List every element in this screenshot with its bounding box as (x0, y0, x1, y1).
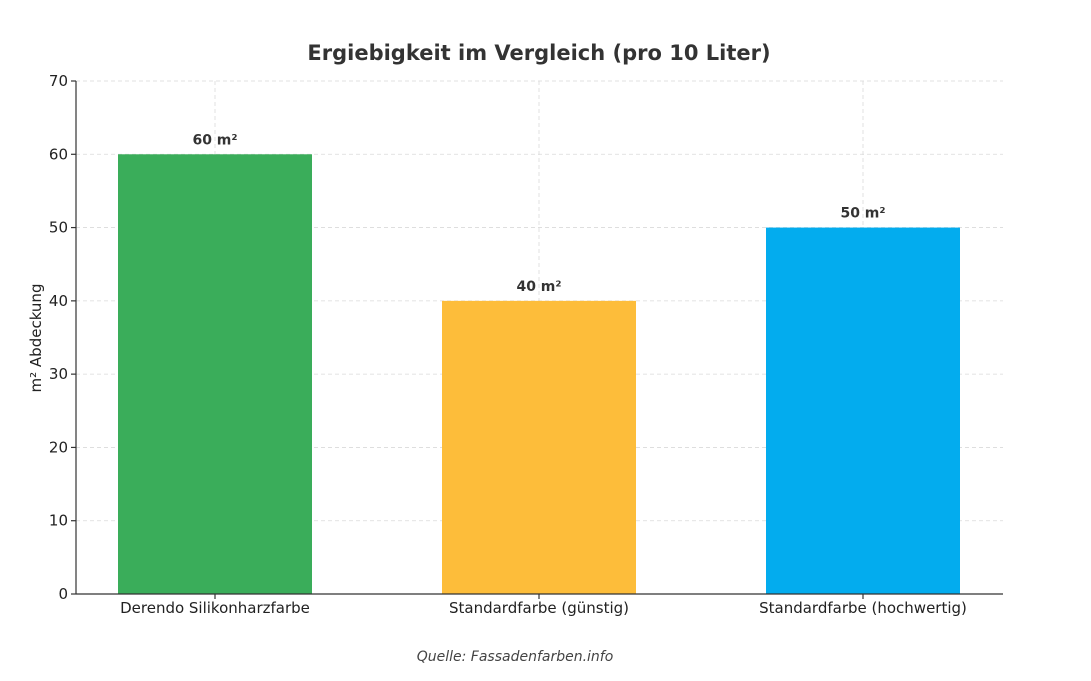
y-tick-label: 50 (49, 219, 68, 237)
y-tick-label: 10 (49, 512, 68, 530)
y-tick-label: 20 (49, 438, 68, 456)
y-axis-label: m² Abdeckung (27, 284, 45, 393)
source-note: Quelle: Fassadenfarben.info (417, 649, 614, 665)
data-label: 50 m² (840, 206, 885, 222)
chart-title: Ergiebigkeit im Vergleich (pro 10 Liter) (307, 41, 770, 65)
y-tick-label: 30 (49, 365, 68, 383)
bar (442, 300, 636, 594)
y-tick-label: 40 (49, 292, 68, 310)
x-tick-label: Standardfarbe (hochwertig) (759, 599, 967, 617)
data-label: 40 m² (516, 279, 561, 295)
y-tick-label: 60 (49, 145, 68, 163)
bar (118, 154, 312, 595)
data-labels: 60 m² 40 m² 50 m² (192, 132, 885, 295)
bar (766, 227, 960, 595)
data-label: 60 m² (192, 132, 237, 148)
x-tick-label: Derendo Silikonharzfarbe (120, 599, 310, 617)
y-tick-label: 70 (49, 72, 68, 90)
x-tick-label: Standardfarbe (günstig) (449, 599, 629, 617)
y-tick-label: 0 (58, 585, 68, 603)
bars (118, 154, 960, 595)
axes: 0 10 20 30 40 50 60 70 Derendo Silikonharzfarbe S… (49, 72, 1003, 617)
